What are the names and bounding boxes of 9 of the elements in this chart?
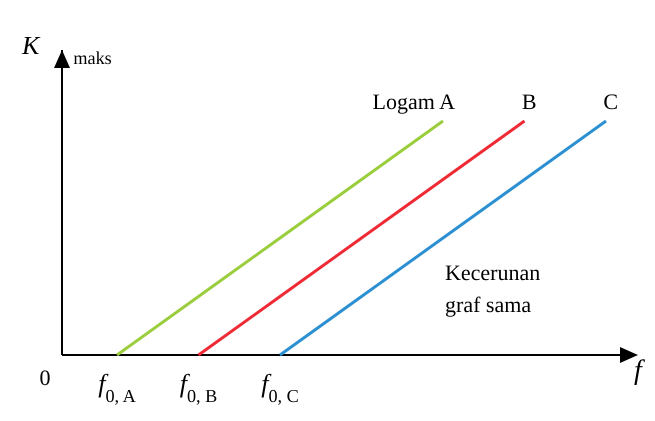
annotation: Kecerunan graf sama (445, 260, 540, 317)
x-tick-label: f$_{0, A}$ (98, 369, 136, 406)
series-label: B (522, 89, 536, 114)
x-tick-label: f$_{0, C}$ (261, 369, 299, 406)
series-label: C (603, 89, 618, 114)
x-axis-title: f (634, 355, 645, 386)
series-label: Logam A (372, 89, 456, 114)
text: 0 (40, 365, 50, 390)
x-tick-label: f$_{0, B}$ (180, 369, 218, 406)
